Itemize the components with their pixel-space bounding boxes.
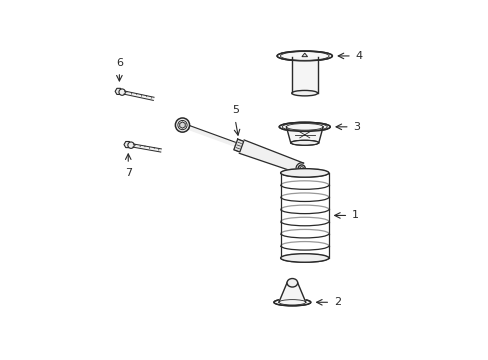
Ellipse shape <box>273 299 310 306</box>
Polygon shape <box>123 91 154 100</box>
Ellipse shape <box>291 90 317 96</box>
Ellipse shape <box>286 279 297 287</box>
Ellipse shape <box>277 51 332 61</box>
Polygon shape <box>278 283 305 302</box>
Polygon shape <box>239 140 303 174</box>
Text: 4: 4 <box>355 51 362 61</box>
Polygon shape <box>133 144 161 152</box>
Polygon shape <box>301 53 307 57</box>
Polygon shape <box>233 139 243 152</box>
Ellipse shape <box>178 121 187 130</box>
Text: 7: 7 <box>124 168 132 177</box>
Text: 6: 6 <box>116 58 122 68</box>
Polygon shape <box>180 122 185 128</box>
Polygon shape <box>115 88 122 94</box>
Ellipse shape <box>280 254 328 262</box>
Text: 5: 5 <box>232 105 239 115</box>
Text: 2: 2 <box>333 297 340 307</box>
Text: 1: 1 <box>351 211 358 220</box>
Ellipse shape <box>298 165 305 172</box>
Ellipse shape <box>119 89 125 95</box>
Polygon shape <box>291 58 317 93</box>
Ellipse shape <box>299 167 303 170</box>
Ellipse shape <box>279 122 329 131</box>
Text: 3: 3 <box>353 122 360 132</box>
Ellipse shape <box>175 118 189 132</box>
Ellipse shape <box>290 140 318 145</box>
Polygon shape <box>188 126 236 146</box>
Polygon shape <box>286 127 323 143</box>
Ellipse shape <box>280 168 328 177</box>
Polygon shape <box>124 141 131 148</box>
Ellipse shape <box>127 142 134 148</box>
